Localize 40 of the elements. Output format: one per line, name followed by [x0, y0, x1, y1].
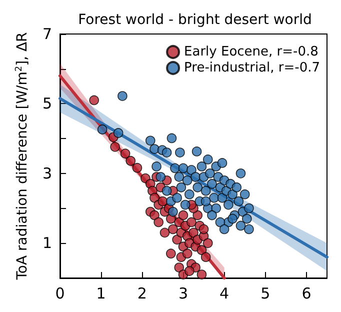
point [110, 142, 120, 152]
y-tick-label: 5 [42, 94, 52, 113]
point [174, 262, 184, 272]
point [188, 228, 198, 238]
y-tick-label: 7 [42, 25, 52, 43]
point [150, 210, 160, 220]
point [168, 224, 178, 234]
point [126, 156, 136, 166]
point [186, 217, 196, 228]
point [196, 245, 207, 256]
x-tick-label: 3 [178, 284, 188, 302]
point [184, 266, 194, 276]
point [154, 217, 164, 228]
chart-title: Forest world - bright desert world [78, 12, 312, 28]
x-tick-label: 5 [260, 284, 270, 302]
x-tick-label: 6 [302, 284, 312, 302]
point [89, 95, 99, 106]
x-tick-label: 2 [137, 284, 147, 302]
y-axis-title: ToA radiation difference [W/m2], ΔR [14, 32, 30, 281]
x-tick-label: 0 [55, 284, 65, 302]
point [198, 224, 209, 234]
point [182, 248, 192, 258]
point [166, 248, 176, 258]
point [160, 228, 170, 238]
legend-label: Early Eocene, r=-0.8 [184, 44, 318, 60]
point [192, 210, 203, 220]
point [120, 148, 130, 158]
point [200, 252, 211, 262]
point [178, 210, 188, 220]
point [196, 270, 207, 280]
x-tick-label: 1 [96, 284, 106, 302]
x-tick-label: 4 [220, 284, 230, 302]
point [172, 234, 182, 245]
y-tick-label: 3 [42, 164, 52, 182]
y-tick-label: 1 [42, 234, 52, 252]
legend-label: Pre-industrial, r=-0.7 [184, 60, 320, 76]
point [132, 162, 142, 173]
point [150, 192, 160, 203]
point [202, 238, 213, 248]
point [158, 196, 168, 206]
